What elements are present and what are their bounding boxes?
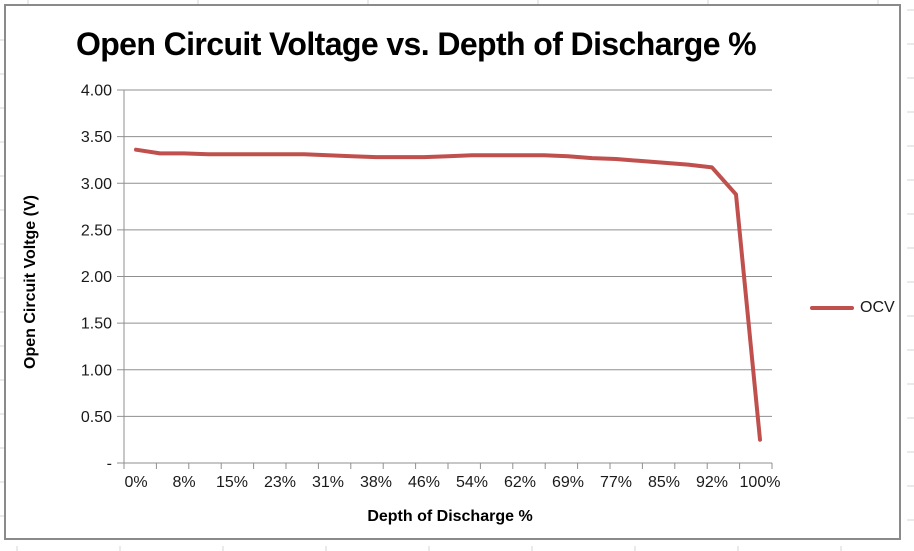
y-tick-label: 3.50: [81, 129, 112, 146]
x-tick-label: 54%: [456, 474, 488, 491]
y-tick-label: -: [107, 456, 112, 473]
y-tick-label: 2.00: [81, 269, 112, 286]
x-tick-label: 62%: [504, 474, 536, 491]
x-tick-label: 23%: [264, 474, 296, 491]
chart-title: Open Circuit Voltage vs. Depth of Discha…: [75, 26, 757, 62]
x-tick-label: 69%: [552, 474, 584, 491]
legend[interactable]: OCV: [810, 296, 902, 320]
x-tick-label: 46%: [408, 474, 440, 491]
x-tick-label: 85%: [648, 474, 680, 491]
x-axis-title: Depth of Discharge %: [367, 508, 533, 525]
y-tick-label: 1.50: [81, 316, 112, 333]
y-tick-label: 2.50: [81, 222, 112, 239]
plot-area[interactable]: 4.00 3.50 3.00 2.50 2.00 1.50 1.00 0.50 -0% 8% 15%…: [6, 6, 899, 538]
x-tick-label: 0%: [124, 474, 147, 491]
x-tick-label: 15%: [216, 474, 248, 491]
series-line-ocv[interactable]: [134, 147, 762, 442]
legend-label: OCV: [860, 299, 895, 316]
legend-line-sample-icon: [810, 306, 854, 310]
y-tick-label: 0.50: [81, 409, 112, 426]
x-tick-label: 38%: [360, 474, 392, 491]
y-tick-label: 4.00: [81, 83, 112, 100]
x-tick-label: 31%: [312, 474, 344, 491]
x-tick-label: 77%: [600, 474, 632, 491]
x-tick-label: 8%: [172, 474, 195, 491]
x-tick-label: 92%: [696, 474, 728, 491]
chart-object[interactable]: Open Circuit Voltage vs. Depth of Discha…: [4, 4, 901, 540]
y-tick-label: 3.00: [81, 176, 112, 193]
x-tick-label: 100%: [740, 474, 781, 491]
y-tick-label: 1.00: [81, 362, 112, 379]
